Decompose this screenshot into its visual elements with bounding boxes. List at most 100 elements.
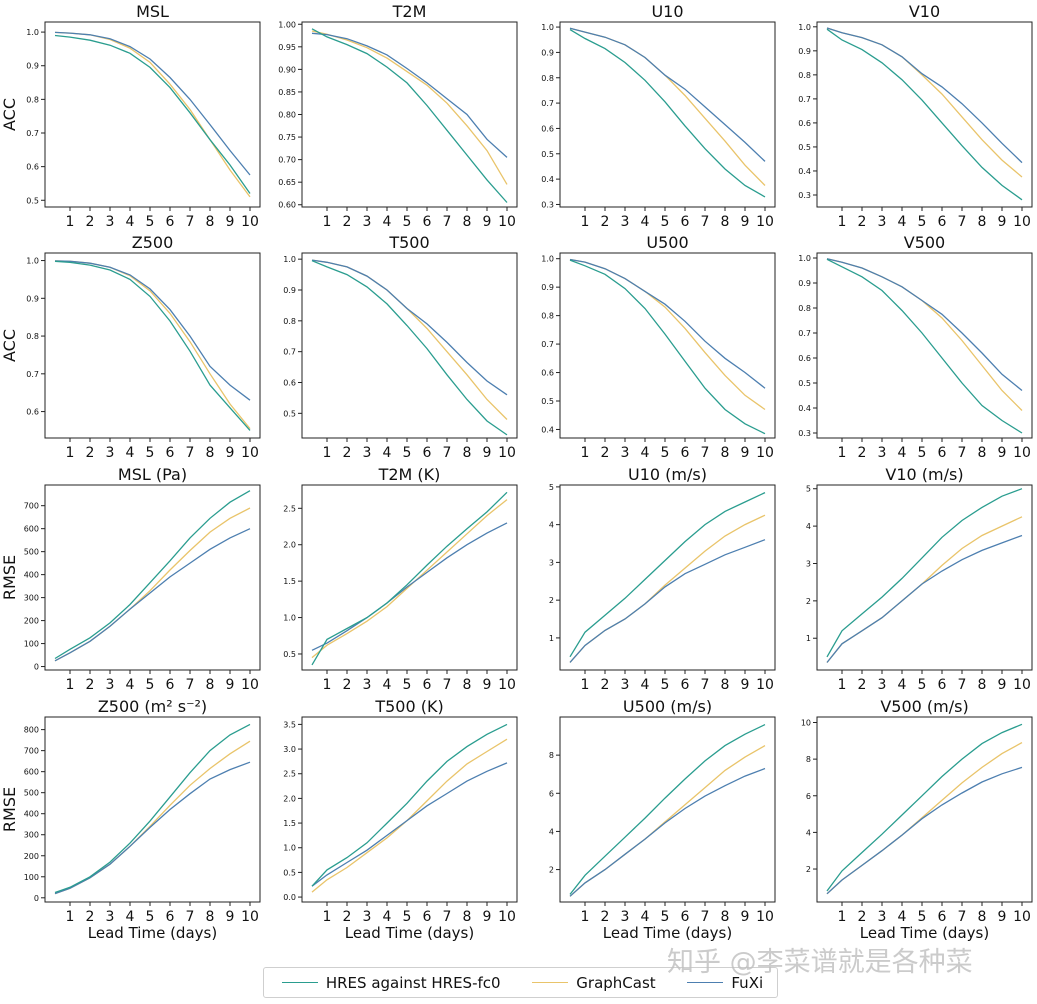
y-tick-label: 400	[24, 810, 39, 819]
y-tick-label: 0.7	[26, 370, 39, 379]
x-tick-label: 8	[463, 214, 472, 230]
y-tick-label: 2.5	[283, 504, 296, 513]
y-tick-label: 200	[24, 852, 39, 861]
plot-title: MSL	[136, 2, 169, 21]
x-tick-label: 9	[226, 677, 235, 693]
x-tick-label: 10	[1013, 677, 1031, 693]
plot-frame	[559, 716, 776, 903]
x-tick-label: 10	[1013, 214, 1031, 230]
plot-title: Z500	[132, 233, 174, 252]
x-tick-label: 7	[443, 909, 452, 925]
x-tick-label: 6	[166, 677, 175, 693]
x-tick-label: 5	[918, 909, 927, 925]
y-tick-label: 0.8	[541, 312, 554, 321]
plot-title: V10	[909, 2, 940, 21]
x-tick-label: 10	[498, 677, 516, 693]
x-tick-label: 6	[938, 445, 947, 461]
y-tick-label: 500	[24, 789, 39, 798]
x-tick-label: 10	[241, 445, 259, 461]
x-tick-label: 7	[186, 214, 195, 230]
x-tick-label: 9	[483, 214, 492, 230]
y-tick-label: 0.5	[798, 379, 811, 388]
x-tick-label: 2	[601, 909, 610, 925]
x-tick-label: 10	[498, 214, 516, 230]
y-tick-label: 0.4	[798, 404, 811, 413]
y-tick-label: 0.8	[798, 304, 811, 313]
x-tick-label: 1	[66, 445, 75, 461]
x-tick-label: 5	[918, 445, 927, 461]
x-tick-label: 8	[978, 909, 987, 925]
y-axis-label: ACC	[0, 98, 19, 131]
y-tick-label: 0.8	[798, 71, 811, 80]
x-tick-label: 1	[581, 214, 590, 230]
y-tick-label: 0.4	[541, 175, 554, 184]
x-tick-label: 6	[938, 214, 947, 230]
y-tick-label: 0.60	[278, 201, 296, 210]
y-tick-label: 0.5	[283, 868, 296, 877]
x-tick-label: 6	[423, 214, 432, 230]
series-line-graphcast	[569, 514, 766, 663]
x-tick-label: 9	[483, 909, 492, 925]
y-tick-label: 2	[806, 865, 811, 874]
x-tick-label: 4	[898, 445, 907, 461]
x-tick-label: 8	[721, 445, 730, 461]
y-tick-label: 0	[34, 663, 39, 672]
x-tick-label: 7	[186, 445, 195, 461]
x-axis-label: Lead Time (days)	[345, 924, 474, 942]
y-tick-label: 0.9	[798, 279, 811, 288]
x-tick-label: 1	[838, 909, 847, 925]
plot-title: V500	[904, 233, 945, 252]
x-tick-label: 5	[146, 909, 155, 925]
x-tick-label: 2	[343, 214, 352, 230]
x-tick-label: 3	[363, 677, 372, 693]
y-tick-label: 2	[549, 596, 554, 605]
x-tick-label: 9	[741, 445, 750, 461]
x-tick-label: 10	[498, 445, 516, 461]
y-tick-label: 2.0	[283, 794, 296, 803]
x-tick-label: 7	[958, 445, 967, 461]
y-tick-label: 300	[24, 831, 39, 840]
y-tick-label: 0.5	[283, 650, 296, 659]
y-tick-label: 0.9	[541, 48, 554, 57]
x-tick-label: 8	[978, 214, 987, 230]
x-tick-label: 6	[681, 909, 690, 925]
series-line-fuxi	[826, 27, 1023, 164]
plot-frame	[816, 716, 1033, 903]
x-axis-label: Lead Time (days)	[88, 924, 217, 942]
x-tick-label: 8	[978, 445, 987, 461]
x-tick-label: 7	[701, 677, 710, 693]
x-tick-label: 10	[241, 909, 259, 925]
x-tick-label: 8	[206, 214, 215, 230]
x-tick-label: 10	[1013, 909, 1031, 925]
y-tick-label: 0.6	[798, 354, 811, 363]
y-tick-label: 200	[24, 617, 39, 626]
plot-frame	[301, 484, 518, 671]
series-line-fuxi	[311, 32, 508, 158]
series-line-fuxi	[54, 761, 251, 895]
y-tick-label: 0.70	[278, 156, 296, 165]
series-line-graphcast	[54, 507, 251, 662]
x-tick-label: 4	[126, 909, 135, 925]
y-tick-label: 1.0	[283, 255, 296, 264]
legend: HRES against HRES-fc0 GraphCast FuXi	[263, 967, 778, 998]
x-tick-label: 4	[383, 677, 392, 693]
series-line-hres-against-hres-fc0	[54, 34, 251, 194]
y-tick-label: 0.65	[278, 178, 296, 187]
y-tick-label: 0.4	[541, 425, 554, 434]
series-line-graphcast	[569, 258, 766, 411]
x-tick-label: 3	[363, 445, 372, 461]
x-tick-label: 8	[463, 445, 472, 461]
y-tick-label: 100	[24, 640, 39, 649]
x-tick-label: 9	[998, 214, 1007, 230]
x-tick-label: 10	[241, 677, 259, 693]
series-line-fuxi	[311, 259, 508, 396]
y-tick-label: 4	[806, 828, 811, 837]
y-tick-label: 0.3	[798, 191, 811, 200]
series-line-graphcast	[826, 742, 1023, 895]
plot-frame	[559, 252, 776, 439]
y-tick-label: 800	[24, 726, 39, 735]
plot-frame	[44, 21, 261, 208]
series-line-graphcast	[826, 516, 1023, 663]
plot-title: T500 (K)	[374, 697, 443, 716]
x-tick-label: 9	[998, 909, 1007, 925]
